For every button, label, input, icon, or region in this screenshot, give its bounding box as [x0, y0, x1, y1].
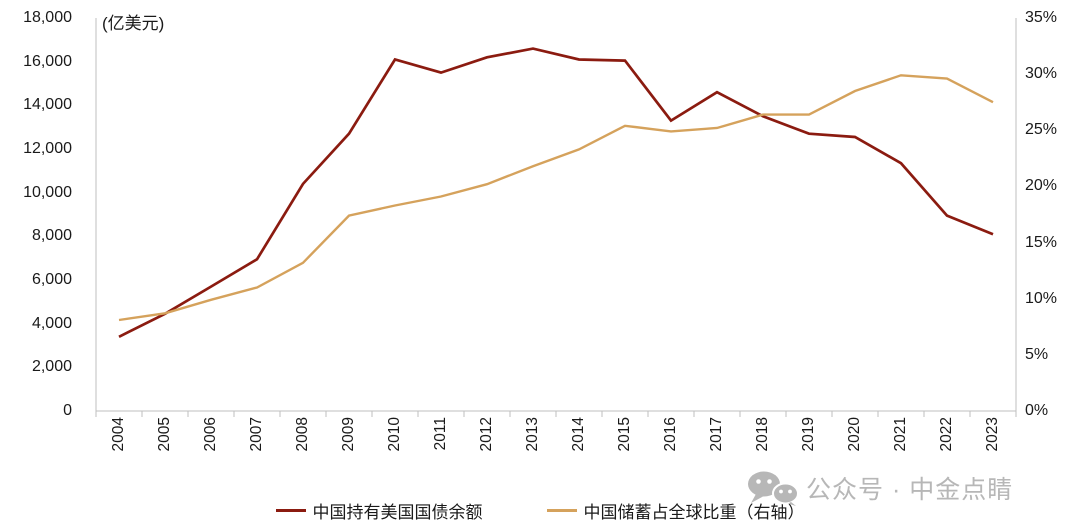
watermark-text: 公众号 · 中金点睛: [806, 476, 1014, 504]
legend-item-treasury: 中国持有美国国债余额: [275, 498, 483, 523]
y-axis-label-right: 30%: [1025, 65, 1058, 83]
y-axis-label-left: 0: [63, 402, 72, 419]
x-axis-label: 2017: [708, 417, 725, 452]
y-axis-label-right: 0%: [1025, 402, 1049, 419]
y-axis-label-right: 25%: [1025, 121, 1058, 139]
savings-share-line: [118, 74, 994, 322]
x-axis-label: 2014: [570, 417, 587, 452]
legend-item-savings-share: 中国储蓄占全球比重（右轴）: [546, 498, 805, 523]
savings-share-line-swatch: [546, 509, 577, 512]
x-axis-label: 2016: [662, 417, 679, 452]
x-axis-label: 2011: [432, 417, 449, 451]
y-axis-label-right: 20%: [1025, 177, 1058, 195]
treasury-legend-label: 中国持有美国国债余额: [312, 503, 483, 522]
y-axis-label-left: 6,000: [31, 271, 72, 288]
x-axis-label: 2007: [248, 417, 265, 452]
y-axis-label-right: 10%: [1025, 289, 1058, 307]
x-axis-label: 2015: [616, 417, 633, 452]
y-axis-label-left: 16,000: [23, 52, 72, 70]
y-axis-label-left: 8,000: [31, 227, 72, 245]
x-axis-label: 2013: [524, 417, 541, 452]
y-axis-label-right: 35%: [1025, 9, 1058, 26]
x-axis-label: 2012: [478, 417, 495, 452]
y-axis-label-left: 2,000: [31, 358, 72, 376]
legend: 中国持有美国国债余额 中国储蓄占全球比重（右轴）: [0, 498, 1080, 523]
x-axis-label: 2009: [340, 417, 357, 452]
y-axis-label-left: 10,000: [23, 183, 72, 201]
y-axis-label-right: 5%: [1025, 345, 1049, 363]
treasury-line: [118, 47, 994, 339]
x-axis-label: 2019: [800, 417, 817, 452]
x-axis-label: 2006: [202, 417, 219, 452]
x-axis-label: 2008: [294, 417, 311, 452]
y-axis-label-left: 4,000: [31, 314, 72, 332]
savings-share-legend-label: 中国储蓄占全球比重（右轴）: [583, 503, 805, 522]
y-axis-label-left: 14,000: [23, 96, 72, 114]
x-axis-label: 2005: [156, 417, 173, 452]
left-axis-unit-label: (亿美元): [102, 14, 165, 33]
x-axis-label: 2021: [892, 417, 909, 452]
wechat-icon: [748, 471, 799, 506]
x-axis-label: 2018: [754, 417, 771, 452]
x-axis-label: 2020: [846, 417, 863, 452]
x-axis-label: 2022: [938, 417, 955, 452]
x-axis-label: 2010: [386, 417, 403, 452]
treasury-line-swatch: [275, 509, 306, 512]
y-axis-label-left: 12,000: [23, 140, 72, 157]
y-axis-label-right: 15%: [1025, 233, 1058, 251]
x-axis-label: 2004: [110, 417, 127, 452]
y-axis-label-left: 18,000: [23, 9, 72, 26]
x-axis-label: 2023: [984, 417, 1001, 452]
watermark: 公众号 · 中金点睛: [747, 470, 1013, 506]
